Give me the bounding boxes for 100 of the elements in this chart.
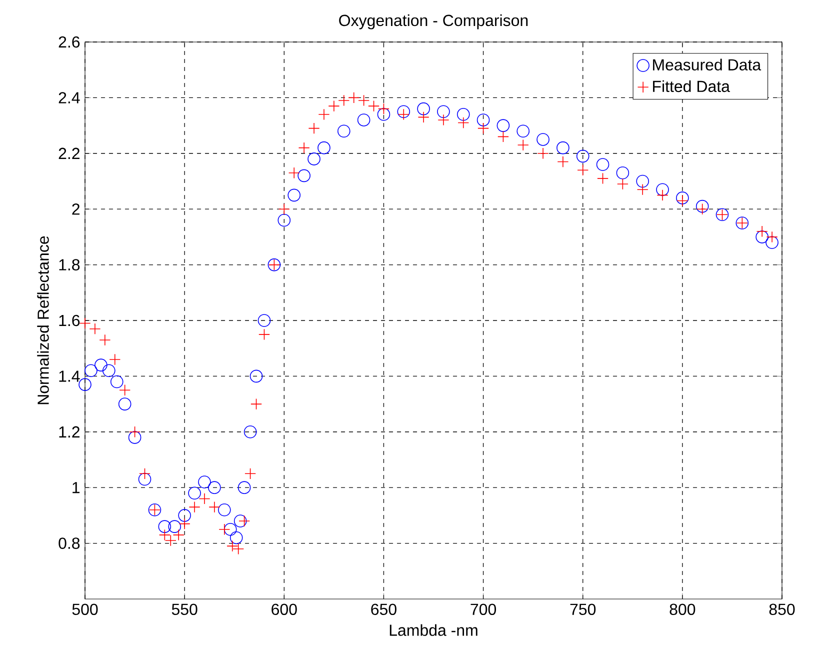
point [250, 370, 263, 383]
y-tick-label: 1.4 [59, 370, 80, 382]
point [230, 531, 243, 544]
point [128, 431, 142, 444]
point [456, 108, 470, 121]
y-tick-label: 1.8 [59, 259, 80, 270]
point [696, 200, 709, 213]
point [89, 323, 101, 335]
point [756, 230, 768, 244]
point [78, 378, 92, 391]
point [298, 169, 310, 182]
point [110, 375, 124, 388]
point [337, 124, 350, 138]
point [118, 398, 132, 410]
point [102, 364, 116, 378]
point [250, 398, 262, 410]
point [198, 476, 211, 488]
point [168, 520, 182, 533]
point [188, 486, 201, 500]
point [79, 318, 91, 330]
point [109, 354, 121, 366]
legend-label: Fitted Data [653, 80, 730, 92]
point [172, 529, 184, 541]
point [398, 108, 410, 120]
point [577, 164, 589, 176]
point [458, 117, 470, 128]
y-axis-title: Normalized Reflectance [37, 236, 49, 404]
point [218, 524, 230, 536]
point [244, 425, 257, 438]
point [676, 195, 688, 206]
point [258, 328, 270, 340]
point [378, 103, 390, 115]
x-tick-label: 500 [72, 604, 98, 616]
legend-label: Measured Data [653, 58, 762, 70]
point [288, 167, 300, 179]
point [656, 183, 669, 196]
point [476, 114, 490, 126]
point [238, 481, 251, 494]
point [94, 358, 108, 372]
point [224, 522, 237, 536]
point [516, 124, 530, 138]
point [616, 178, 628, 190]
point [756, 226, 768, 238]
x-tick-label: 800 [670, 604, 696, 616]
point [288, 188, 301, 202]
point [616, 166, 630, 180]
y-tick-label: 2.4 [58, 92, 80, 104]
point [328, 100, 340, 112]
point [766, 236, 778, 249]
point [99, 334, 111, 346]
point [358, 94, 370, 106]
point [418, 111, 430, 123]
point [576, 150, 590, 163]
point [138, 472, 152, 486]
x-tick-label: 550 [172, 604, 198, 616]
point [766, 231, 778, 243]
point [596, 158, 610, 171]
y-tick-label: 1 [72, 482, 80, 494]
point [234, 514, 247, 528]
point [308, 122, 320, 134]
point [357, 114, 370, 126]
x-tick-label: 650 [371, 604, 396, 616]
point [208, 481, 221, 494]
point [298, 142, 310, 154]
point [497, 130, 509, 142]
x-axis-title: Lambda -nm [390, 624, 478, 636]
point [278, 203, 290, 215]
point [377, 108, 390, 121]
y-tick-label: 0.8 [58, 538, 80, 549]
point [318, 141, 330, 154]
point [537, 148, 549, 160]
x-tick-label: 600 [272, 604, 297, 616]
point [278, 214, 291, 227]
point [368, 100, 380, 112]
point [244, 468, 256, 480]
point [676, 192, 689, 204]
point [348, 92, 360, 104]
y-tick-label: 2 [72, 204, 80, 215]
y-tick-label: 2.6 [58, 36, 80, 48]
point [696, 203, 708, 215]
point [84, 364, 98, 378]
y-tick-label: 1.6 [59, 314, 80, 326]
y-tick-label: 1.2 [59, 426, 80, 438]
point [397, 105, 410, 118]
point [119, 384, 131, 396]
point [338, 94, 350, 106]
point [636, 174, 649, 188]
x-tick-label: 700 [470, 604, 496, 616]
point [308, 152, 320, 166]
point [129, 426, 141, 438]
x-tick-label: 750 [570, 604, 596, 616]
point [438, 114, 450, 126]
point [178, 509, 191, 522]
point [536, 133, 550, 146]
point [556, 141, 570, 154]
point [597, 172, 609, 184]
point [437, 105, 450, 118]
point [478, 122, 490, 134]
point [198, 492, 210, 504]
point [178, 518, 190, 530]
